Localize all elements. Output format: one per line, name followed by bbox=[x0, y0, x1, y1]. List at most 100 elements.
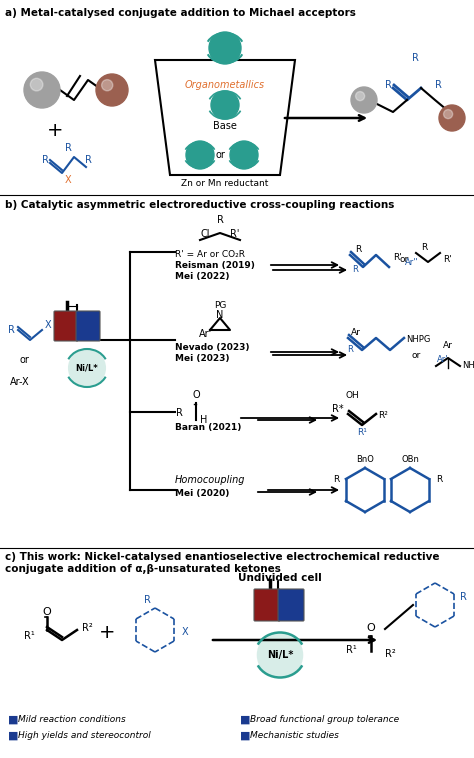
Text: Organometallics: Organometallics bbox=[185, 80, 265, 90]
Text: R: R bbox=[347, 345, 353, 354]
Text: Ar'': Ar'' bbox=[405, 258, 419, 267]
Circle shape bbox=[356, 92, 365, 101]
Circle shape bbox=[439, 105, 465, 131]
Text: R: R bbox=[144, 595, 150, 605]
Text: Ar': Ar' bbox=[437, 355, 448, 364]
FancyBboxPatch shape bbox=[278, 589, 304, 621]
Text: H: H bbox=[200, 415, 207, 425]
Text: Ni/L*: Ni/L* bbox=[76, 364, 99, 372]
Circle shape bbox=[258, 633, 302, 677]
Text: R: R bbox=[460, 592, 467, 602]
Text: R: R bbox=[411, 53, 419, 63]
Text: +: + bbox=[261, 597, 273, 612]
Text: Co: Co bbox=[237, 150, 251, 160]
FancyBboxPatch shape bbox=[76, 311, 100, 341]
Text: Cl: Cl bbox=[200, 229, 210, 239]
Circle shape bbox=[24, 72, 60, 108]
Text: O: O bbox=[366, 623, 375, 633]
Text: R: R bbox=[217, 215, 223, 225]
Text: R' = Ar or CO₂R: R' = Ar or CO₂R bbox=[175, 250, 245, 259]
Text: O: O bbox=[192, 390, 200, 400]
Text: R²: R² bbox=[378, 411, 388, 420]
Text: Zn or Mn reductant: Zn or Mn reductant bbox=[182, 178, 269, 187]
Text: BnO: BnO bbox=[356, 455, 374, 464]
Text: ■: ■ bbox=[8, 731, 18, 741]
Text: R¹: R¹ bbox=[346, 645, 357, 655]
Text: R': R' bbox=[230, 229, 240, 239]
Text: NHPG: NHPG bbox=[406, 335, 430, 344]
Text: b) Catalytic asymmetric electroreductive cross-coupling reactions: b) Catalytic asymmetric electroreductive… bbox=[5, 200, 394, 210]
Circle shape bbox=[96, 74, 128, 106]
Text: Mild reaction conditions: Mild reaction conditions bbox=[18, 716, 126, 725]
Text: +: + bbox=[99, 624, 115, 643]
Text: or: or bbox=[215, 150, 225, 160]
Text: Base: Base bbox=[213, 121, 237, 131]
Text: −: − bbox=[284, 597, 297, 612]
Text: PG: PG bbox=[214, 301, 226, 310]
FancyBboxPatch shape bbox=[254, 589, 280, 621]
Text: ■: ■ bbox=[240, 715, 250, 725]
Circle shape bbox=[30, 78, 43, 91]
Text: Ni/L*: Ni/L* bbox=[267, 650, 293, 660]
Text: R: R bbox=[355, 245, 361, 254]
Circle shape bbox=[69, 350, 105, 386]
Text: R': R' bbox=[393, 253, 402, 262]
Text: Ar: Ar bbox=[443, 341, 453, 350]
Text: Ar-X: Ar-X bbox=[10, 377, 29, 387]
Text: Reisman (2019): Reisman (2019) bbox=[175, 261, 255, 270]
Circle shape bbox=[211, 91, 239, 119]
Text: Ni: Ni bbox=[194, 150, 206, 160]
FancyBboxPatch shape bbox=[54, 311, 78, 341]
Text: Homocoupling: Homocoupling bbox=[175, 475, 246, 485]
Text: N: N bbox=[216, 310, 224, 320]
Text: Ar': Ar' bbox=[199, 329, 211, 339]
Text: X: X bbox=[45, 320, 52, 330]
Text: R: R bbox=[8, 325, 15, 335]
Text: ■: ■ bbox=[8, 715, 18, 725]
Text: R: R bbox=[421, 243, 427, 252]
Text: Rh: Rh bbox=[217, 100, 233, 110]
Text: R: R bbox=[176, 408, 183, 418]
Text: X: X bbox=[64, 175, 71, 185]
Text: R: R bbox=[42, 155, 48, 165]
Text: Nevado (2023): Nevado (2023) bbox=[175, 343, 249, 352]
Text: +: + bbox=[47, 121, 63, 139]
Text: a) Metal-catalysed conjugate addition to Michael acceptors: a) Metal-catalysed conjugate addition to… bbox=[5, 8, 356, 18]
Text: R: R bbox=[333, 475, 339, 484]
Text: or: or bbox=[20, 355, 30, 365]
Text: Baran (2021): Baran (2021) bbox=[175, 423, 241, 432]
Text: R: R bbox=[435, 80, 441, 90]
Text: Mei (2022): Mei (2022) bbox=[175, 272, 229, 281]
Text: R¹: R¹ bbox=[357, 428, 367, 437]
Text: Broad functional group tolerance: Broad functional group tolerance bbox=[250, 716, 399, 725]
Text: OBn: OBn bbox=[401, 455, 419, 464]
Text: Mei (2023): Mei (2023) bbox=[175, 354, 229, 363]
Text: X: X bbox=[182, 627, 189, 637]
Text: O: O bbox=[43, 607, 51, 617]
Text: R²: R² bbox=[385, 649, 396, 659]
Text: Undivided cell: Undivided cell bbox=[238, 573, 322, 583]
Text: R¹: R¹ bbox=[24, 631, 35, 641]
Text: or: or bbox=[400, 255, 409, 264]
Text: OH: OH bbox=[345, 391, 359, 400]
Text: Mechanistic studies: Mechanistic studies bbox=[250, 731, 339, 741]
Circle shape bbox=[186, 141, 214, 169]
Text: or: or bbox=[411, 351, 420, 360]
Text: Ar: Ar bbox=[351, 328, 361, 337]
Text: R²: R² bbox=[82, 623, 93, 633]
Text: R*: R* bbox=[332, 404, 344, 414]
Text: ■: ■ bbox=[240, 731, 250, 741]
Text: −: − bbox=[82, 318, 94, 334]
Text: c) This work: Nickel-catalysed enantioselective electrochemical reductive
conjug: c) This work: Nickel-catalysed enantiose… bbox=[5, 552, 439, 574]
Text: NHPG: NHPG bbox=[462, 361, 474, 370]
Text: R: R bbox=[384, 80, 392, 90]
Text: R: R bbox=[64, 143, 72, 153]
Circle shape bbox=[351, 87, 377, 113]
Text: +: + bbox=[60, 318, 73, 334]
Text: Cu: Cu bbox=[217, 43, 233, 53]
Text: R: R bbox=[436, 475, 442, 484]
Text: R': R' bbox=[443, 255, 452, 264]
Text: R: R bbox=[352, 265, 358, 274]
Circle shape bbox=[230, 141, 258, 169]
Text: R: R bbox=[84, 155, 91, 165]
